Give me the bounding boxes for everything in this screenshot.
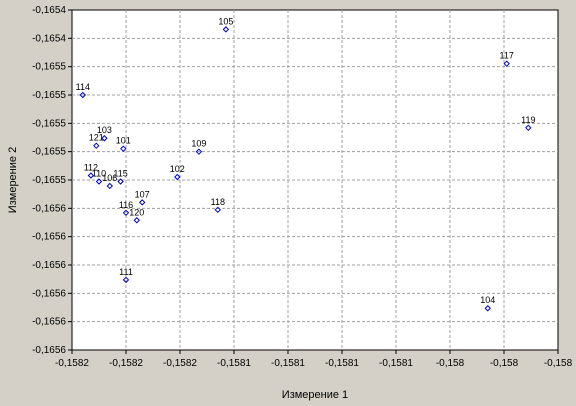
data-points: 101 102 103 104 105 106 107 109 110 111 112 114 115 1… (76, 16, 535, 312)
point-label-117: 117 (500, 51, 514, 61)
point-114 (79, 91, 87, 99)
x-tick-label: -0,1581 (217, 358, 251, 369)
point-label-116: 116 (119, 200, 133, 210)
point-103 (101, 135, 108, 142)
point-label-111: 111 (119, 267, 133, 277)
axis-ticks (68, 9, 559, 354)
point-101 (120, 145, 127, 152)
point-115 (117, 178, 124, 185)
point-label-105: 105 (218, 16, 233, 26)
point-120 (133, 217, 141, 224)
point-105 (222, 26, 230, 33)
point-label-110: 110 (92, 168, 106, 178)
point-121 (93, 142, 100, 149)
point-107 (138, 199, 146, 206)
point-111 (122, 276, 130, 284)
grid-lines (72, 10, 558, 350)
point-label-107: 107 (135, 189, 150, 199)
x-tick-label: -0,1581 (379, 358, 413, 369)
point-label-104: 104 (480, 295, 495, 305)
x-axis-title: Измерение 1 (282, 389, 348, 401)
y-tick-label: -0,1656 (32, 203, 66, 214)
y-tick-label: -0,1656 (32, 288, 66, 299)
y-tick-label: -0,1655 (32, 175, 66, 186)
point-116 (122, 209, 130, 217)
point-label-118: 118 (211, 197, 225, 207)
y-tick-label: -0,1655 (32, 62, 66, 73)
y-tick-label: -0,1655 (32, 90, 66, 101)
point-label-121: 121 (89, 133, 104, 143)
point-104 (484, 305, 492, 312)
x-tick-label: -0,1582 (163, 358, 197, 369)
point-110 (95, 178, 103, 185)
y-tick-label: -0,1656 (32, 260, 66, 271)
point-label-106: 106 (102, 173, 117, 183)
x-tick-label: -0,1582 (55, 358, 89, 369)
x-tick-label: -0,158 (490, 358, 519, 369)
y-axis-title: Измерение 2 (7, 147, 19, 213)
y-tick-label: -0,1656 (32, 232, 66, 243)
point-label-101: 101 (116, 136, 131, 146)
y-tick-label: -0,1656 (32, 345, 66, 356)
point-label-109: 109 (191, 139, 206, 149)
point-117 (503, 60, 510, 67)
point-label-119: 119 (521, 115, 535, 125)
y-tick-labels: -0,1654 -0,1654 -0,1655 -0,1655 -0,1655 -0,16… (32, 5, 66, 356)
point-112 (87, 172, 95, 179)
x-tick-label: -0,1581 (271, 358, 305, 369)
x-tick-label: -0,1581 (325, 358, 359, 369)
point-label-115: 115 (113, 168, 127, 178)
point-label-114: 114 (76, 82, 90, 92)
x-tick-label: -0,158 (544, 358, 573, 369)
point-119 (525, 124, 532, 132)
point-109 (195, 148, 203, 155)
y-tick-label: -0,1656 (32, 317, 66, 328)
y-tick-label: -0,1655 (32, 147, 66, 158)
x-tick-label: -0,1582 (109, 358, 143, 369)
y-tick-label: -0,1654 (32, 5, 66, 16)
point-label-112: 112 (84, 163, 98, 173)
x-tick-label: -0,158 (436, 358, 465, 369)
point-102 (174, 173, 181, 181)
x-tick-labels: -0,1582 -0,1582 -0,1582 -0,1581 -0,1581 -0,15… (55, 358, 573, 369)
point-label-120: 120 (129, 207, 144, 217)
y-tick-label: -0,1655 (32, 118, 66, 129)
y-tick-label: -0,1654 (32, 33, 66, 44)
point-118 (214, 206, 222, 214)
point-106 (106, 182, 114, 190)
point-label-102: 102 (170, 164, 185, 174)
point-label-103: 103 (97, 125, 112, 135)
